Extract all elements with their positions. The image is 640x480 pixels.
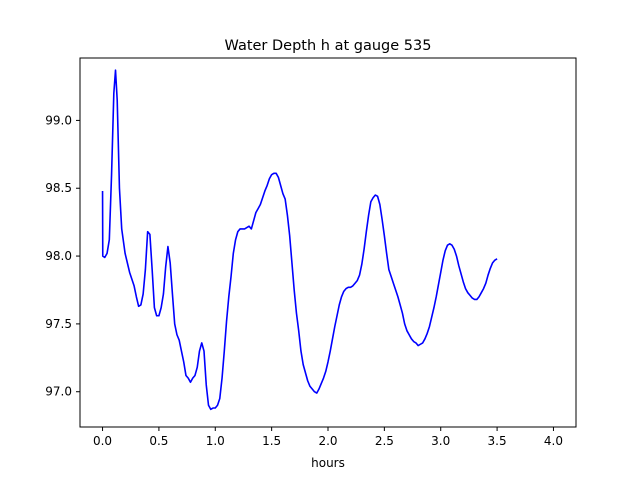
x-axis: 0.0 0.5 1.0 1.5 2.0 2.5 3.0 3.5 4.0 [93, 427, 563, 448]
x-tick-label: 3.0 [431, 434, 450, 448]
y-tick-label: 98.5 [45, 181, 72, 195]
plot-area [101, 69, 498, 411]
x-axis-label: hours [311, 456, 345, 470]
series-line-0 [101, 69, 498, 411]
y-tick-label: 99.0 [45, 113, 72, 127]
x-tick-label: 2.0 [318, 434, 337, 448]
y-tick-label: 97.5 [45, 317, 72, 331]
y-axis: 97.0 97.5 98.0 98.5 99.0 [45, 113, 80, 399]
y-tick-label: 98.0 [45, 249, 72, 263]
x-tick-label: 0.5 [149, 434, 168, 448]
x-tick-label: 0.0 [93, 434, 112, 448]
x-tick-label: 1.0 [206, 434, 225, 448]
y-tick-label: 97.0 [45, 385, 72, 399]
x-tick-label: 3.5 [488, 434, 507, 448]
chart-title: Water Depth h at gauge 535 [225, 38, 432, 54]
x-tick-label: 4.0 [544, 434, 563, 448]
x-tick-label: 2.5 [375, 434, 394, 448]
x-tick-label: 1.5 [262, 434, 281, 448]
